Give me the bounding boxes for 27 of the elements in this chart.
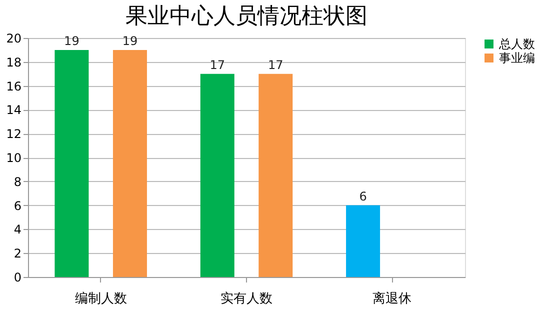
bar <box>54 50 89 277</box>
y-tick-label: 2 <box>14 246 22 261</box>
y-tick-label: 6 <box>14 198 22 213</box>
y-tick-label: 18 <box>6 55 22 70</box>
bar <box>112 50 147 277</box>
y-tick-label: 8 <box>14 174 22 189</box>
y-tick-label: 16 <box>6 79 22 94</box>
legend-label: 总人数 <box>498 37 535 51</box>
data-label: 17 <box>210 58 226 72</box>
x-tick-label: 离退休 <box>372 290 412 306</box>
data-label: 19 <box>122 34 138 48</box>
y-tick-label: 20 <box>6 32 22 46</box>
bar <box>258 74 293 277</box>
y-tick-label: 12 <box>6 127 22 142</box>
bar <box>200 74 234 277</box>
y-tick-label: 4 <box>14 222 22 237</box>
data-label: 17 <box>268 58 284 72</box>
data-label: 6 <box>359 189 367 204</box>
y-tick-label: 10 <box>6 151 22 165</box>
x-tick-label: 实有人数 <box>220 292 272 306</box>
y-tick-label: 14 <box>6 103 22 118</box>
data-label: 19 <box>64 34 80 48</box>
y-tick-label: 0 <box>14 270 22 284</box>
bar <box>346 205 380 277</box>
x-tick-label: 编制人数 <box>74 292 127 306</box>
legend-label: 事业编 <box>499 51 535 65</box>
chart-title: 果业中心人员情况柱状图 <box>126 4 368 29</box>
